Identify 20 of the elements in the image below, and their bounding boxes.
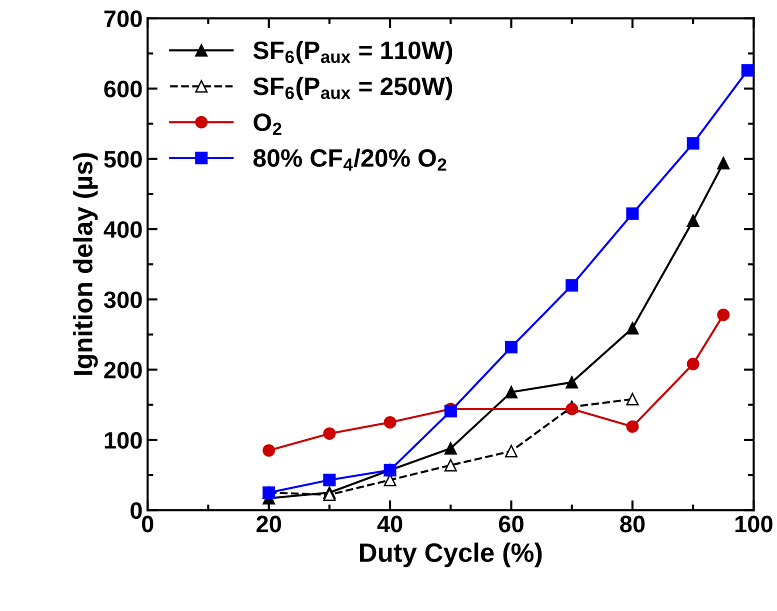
y-tick-label: 700 [104,10,142,28]
y-tick-label: 300 [104,291,142,308]
x-axis-title: Duty Cycle (%) [360,542,542,568]
y-tick-label: 400 [104,221,142,238]
y-axis-title: Ignition delay (µs) [73,153,98,375]
legend-label: 80% CF$_{4}$/20% O$_{2}$ [253,148,446,171]
legend-label: O$_{2}$ [254,113,282,135]
x-tick-label: 60 [499,516,524,532]
y-tick-label: 0 [130,502,142,519]
y-tick-label: 500 [104,150,142,168]
x-tick-label: 40 [377,516,402,532]
x-tick-label: 100 [735,516,772,532]
x-tick-label: 0 [142,516,154,532]
y-tick-label: 200 [104,362,142,378]
x-tick-label: 80 [620,516,645,532]
legend-label: SF$_{6}$(P$_{aux}$ = 110W) [253,40,452,64]
y-tick-label: 600 [104,80,142,98]
x-tick-label: 20 [256,516,282,532]
legend-label: SF$_{6}$(P$_{aux}$ = 250W) [253,76,452,100]
y-tick-label: 100 [104,432,142,449]
